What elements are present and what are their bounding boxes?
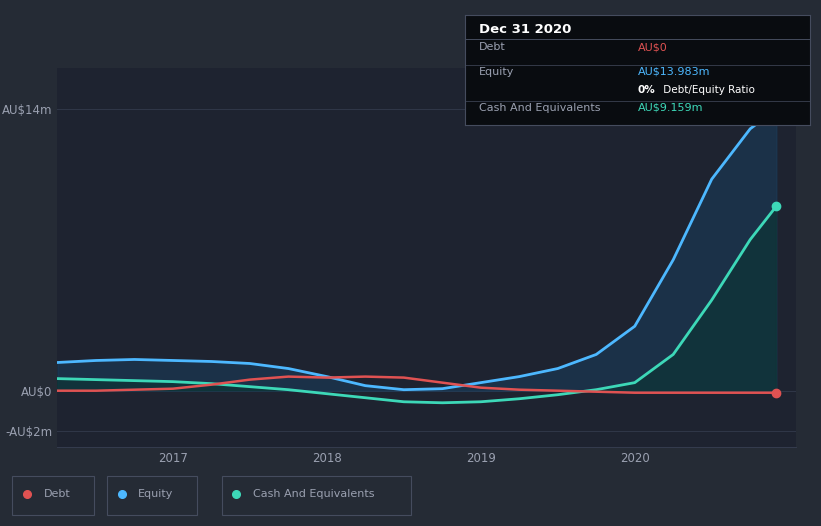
Text: Equity: Equity <box>138 489 173 500</box>
Text: Dec 31 2020: Dec 31 2020 <box>479 23 571 36</box>
Text: Debt/Equity Ratio: Debt/Equity Ratio <box>660 85 754 95</box>
Text: AU$9.159m: AU$9.159m <box>637 103 703 113</box>
Text: Debt: Debt <box>44 489 71 500</box>
Text: Cash And Equivalents: Cash And Equivalents <box>253 489 374 500</box>
Text: Cash And Equivalents: Cash And Equivalents <box>479 103 600 113</box>
Text: AU$13.983m: AU$13.983m <box>637 67 710 77</box>
Text: 0%: 0% <box>637 85 655 95</box>
Text: Equity: Equity <box>479 67 514 77</box>
Text: Debt: Debt <box>479 43 506 53</box>
Text: AU$0: AU$0 <box>637 43 667 53</box>
